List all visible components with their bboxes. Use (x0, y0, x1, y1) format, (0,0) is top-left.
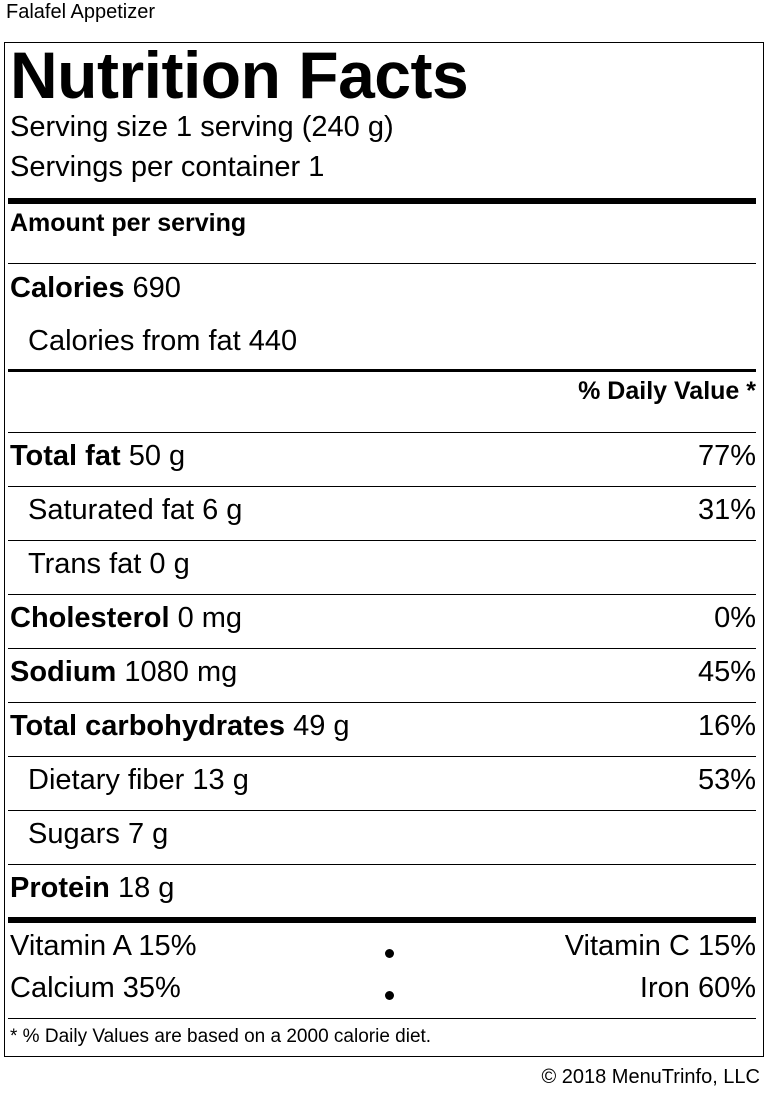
nutrient-dv: 77% (697, 440, 756, 472)
nutrient-amount: 18 g (117, 872, 175, 904)
nutrient-amount: 13 g (192, 764, 249, 796)
footnote: * % Daily Values are based on a 2000 cal… (10, 1026, 432, 1047)
nutrient-amount: 0 mg (177, 602, 243, 634)
calcium: Calcium 35% (10, 972, 181, 1004)
divider (8, 864, 756, 865)
daily-value-header: % Daily Value * (578, 377, 756, 405)
nutrition-label: Nutrition Facts Serving size 1 serving (… (4, 38, 764, 1057)
servings-per-container: Servings per container 1 (10, 151, 325, 183)
nutrition-facts-title: Nutrition Facts (10, 38, 469, 112)
nutrient-amount: 50 g (128, 440, 186, 472)
divider (8, 1018, 756, 1019)
serving-size: Serving size 1 serving (240 g) (10, 111, 394, 143)
bullet-icon (385, 949, 394, 958)
divider (8, 756, 756, 757)
divider (8, 540, 756, 541)
calories-value: 690 (132, 272, 181, 304)
nutrient-dv: 53% (697, 764, 756, 796)
divider (8, 486, 756, 487)
medium-divider (8, 369, 756, 372)
divider (8, 432, 756, 433)
nutrient-name: Total carbohydrates (10, 710, 286, 742)
divider (8, 702, 756, 703)
amount-per-serving: Amount per serving (10, 209, 247, 237)
calories-from-fat: Calories from fat 440 (28, 325, 298, 357)
thick-divider (8, 917, 756, 923)
nutrient-name: Total fat (10, 440, 121, 472)
nutrient-dv: 45% (697, 656, 756, 688)
nutrient-amount: 1080 mg (124, 656, 238, 688)
nutrient-name: Cholesterol (10, 602, 170, 634)
divider (8, 648, 756, 649)
nutrient-name: Dietary fiber (28, 764, 185, 796)
item-name: Falafel Appetizer (6, 1, 155, 23)
calories-label: Calories (10, 272, 125, 304)
nutrient-dv: 31% (697, 494, 756, 526)
nutrient-name: Trans fat (28, 548, 142, 580)
nutrient-amount: 7 g (127, 818, 169, 850)
iron: Iron 60% (639, 972, 756, 1004)
vitamin-c: Vitamin C 15% (564, 930, 756, 962)
divider (8, 263, 756, 264)
copyright: © 2018 MenuTrinfo, LLC (541, 1066, 760, 1088)
nutrient-dv: 0% (714, 602, 756, 634)
nutrient-amount: 6 g (202, 494, 243, 526)
divider (8, 810, 756, 811)
nutrient-amount: 49 g (293, 710, 350, 742)
divider (8, 594, 756, 595)
nutrient-amount: 0 g (149, 548, 190, 580)
nutrient-dv: 16% (697, 710, 756, 742)
vitamin-a: Vitamin A 15% (10, 930, 197, 962)
nutrient-name: Sugars (28, 818, 120, 850)
nutrient-name: Protein (10, 872, 110, 904)
thick-divider (8, 198, 756, 204)
bullet-icon (385, 991, 394, 1000)
nutrient-name: Sodium (10, 656, 117, 688)
nutrient-name: Saturated fat (28, 494, 195, 526)
